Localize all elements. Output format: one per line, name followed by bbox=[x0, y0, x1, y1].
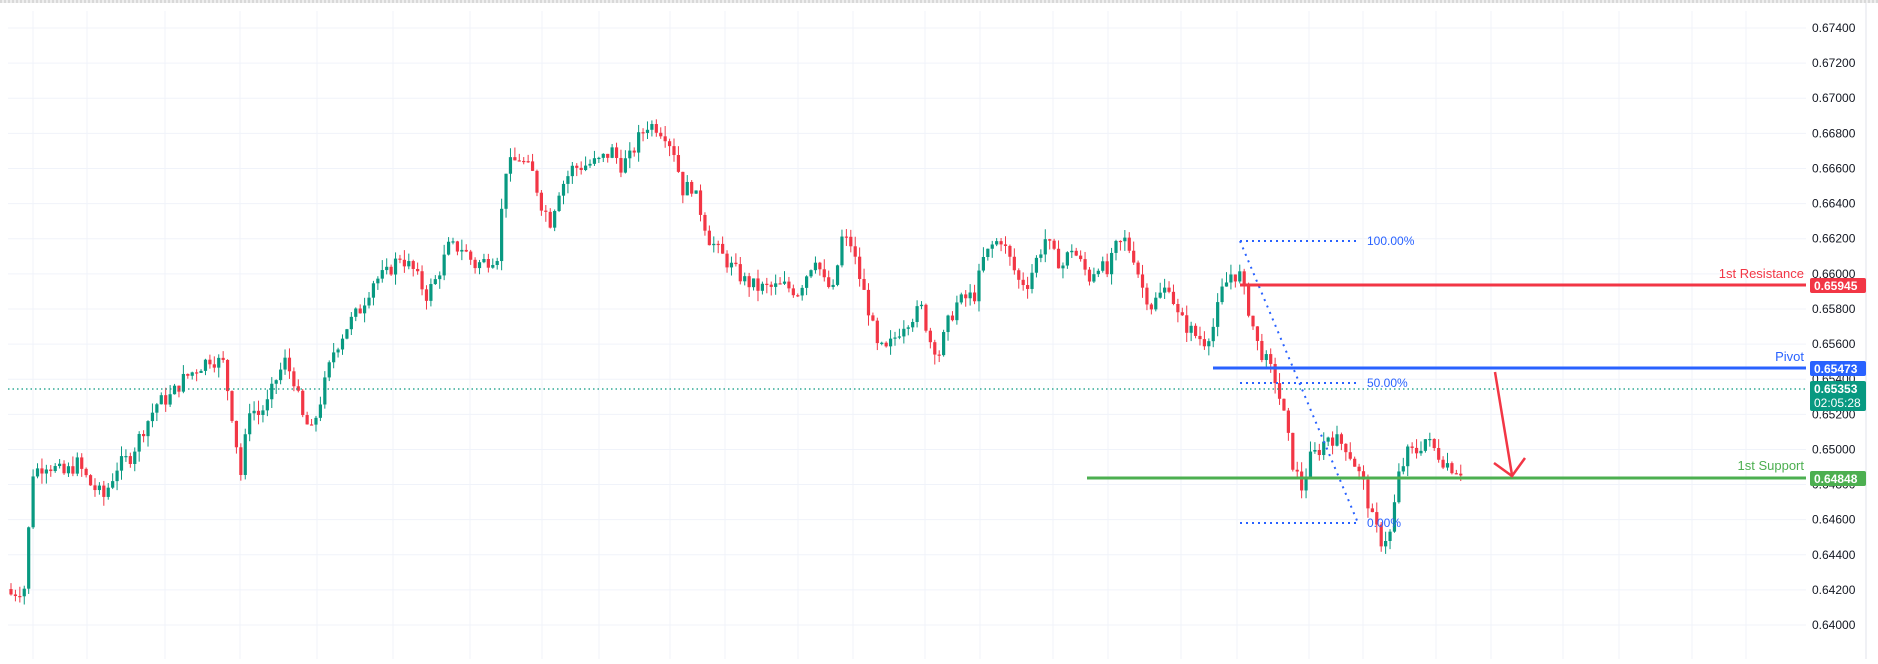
price-tick-label: 0.67200 bbox=[1812, 56, 1856, 70]
price-tick-label: 0.64600 bbox=[1812, 513, 1856, 527]
pivot-label: Pivot bbox=[1775, 349, 1804, 364]
price-tick-label: 0.64000 bbox=[1812, 618, 1856, 632]
candlestick-chart[interactable]: 100.00% 50.00% 0.00% 1st Resistance Pivo… bbox=[0, 3, 1878, 659]
pivot-price-badge bbox=[1810, 361, 1866, 376]
fib-trend-line[interactable] bbox=[1239, 240, 1359, 524]
resistance-price-badge bbox=[1810, 278, 1866, 293]
grid bbox=[8, 11, 1806, 659]
price-tick-label: 0.65600 bbox=[1812, 337, 1856, 351]
price-tick-label: 0.66200 bbox=[1812, 232, 1856, 246]
chart-area[interactable]: 100.00% 50.00% 0.00% 1st Resistance Pivo… bbox=[0, 3, 1878, 659]
price-tick-label: 0.67400 bbox=[1812, 21, 1856, 35]
price-tick-label: 0.64200 bbox=[1812, 583, 1856, 597]
price-tick-label: 0.65000 bbox=[1812, 442, 1856, 456]
price-tick-label: 0.64400 bbox=[1812, 548, 1856, 562]
support-price-badge bbox=[1810, 471, 1866, 486]
fibonacci-retracement[interactable]: 100.00% 50.00% 0.00% bbox=[1239, 234, 1415, 530]
pivot-price: 0.65473 bbox=[1814, 362, 1858, 376]
price-tick-label: 0.66000 bbox=[1812, 267, 1856, 281]
last-price-badge bbox=[1810, 381, 1866, 411]
last-price: 0.65353 bbox=[1814, 382, 1858, 396]
price-tick-label: 0.66600 bbox=[1812, 161, 1856, 175]
price-tick-label: 0.65800 bbox=[1812, 302, 1856, 316]
price-tick-label: 0.66800 bbox=[1812, 126, 1856, 140]
resistance-price: 0.65945 bbox=[1814, 279, 1858, 293]
top-border bbox=[0, 0, 1878, 3]
down-arrow-icon[interactable] bbox=[1493, 371, 1527, 478]
fib-100-label: 100.00% bbox=[1367, 234, 1415, 248]
resistance-label: 1st Resistance bbox=[1719, 266, 1804, 281]
price-tick-label: 0.66400 bbox=[1812, 197, 1856, 211]
fib-0-label: 0.00% bbox=[1367, 516, 1401, 530]
candle-series bbox=[9, 119, 1463, 605]
fib-50-label: 50.00% bbox=[1367, 376, 1408, 390]
countdown-timer: 02:05:28 bbox=[1814, 396, 1861, 410]
price-tick-label: 0.67000 bbox=[1812, 91, 1856, 105]
support-label: 1st Support bbox=[1738, 458, 1805, 473]
price-axis[interactable]: 0.67400 0.67200 0.67000 0.66800 0.66600 0.664… bbox=[1806, 3, 1868, 659]
support-price: 0.64848 bbox=[1814, 472, 1858, 486]
